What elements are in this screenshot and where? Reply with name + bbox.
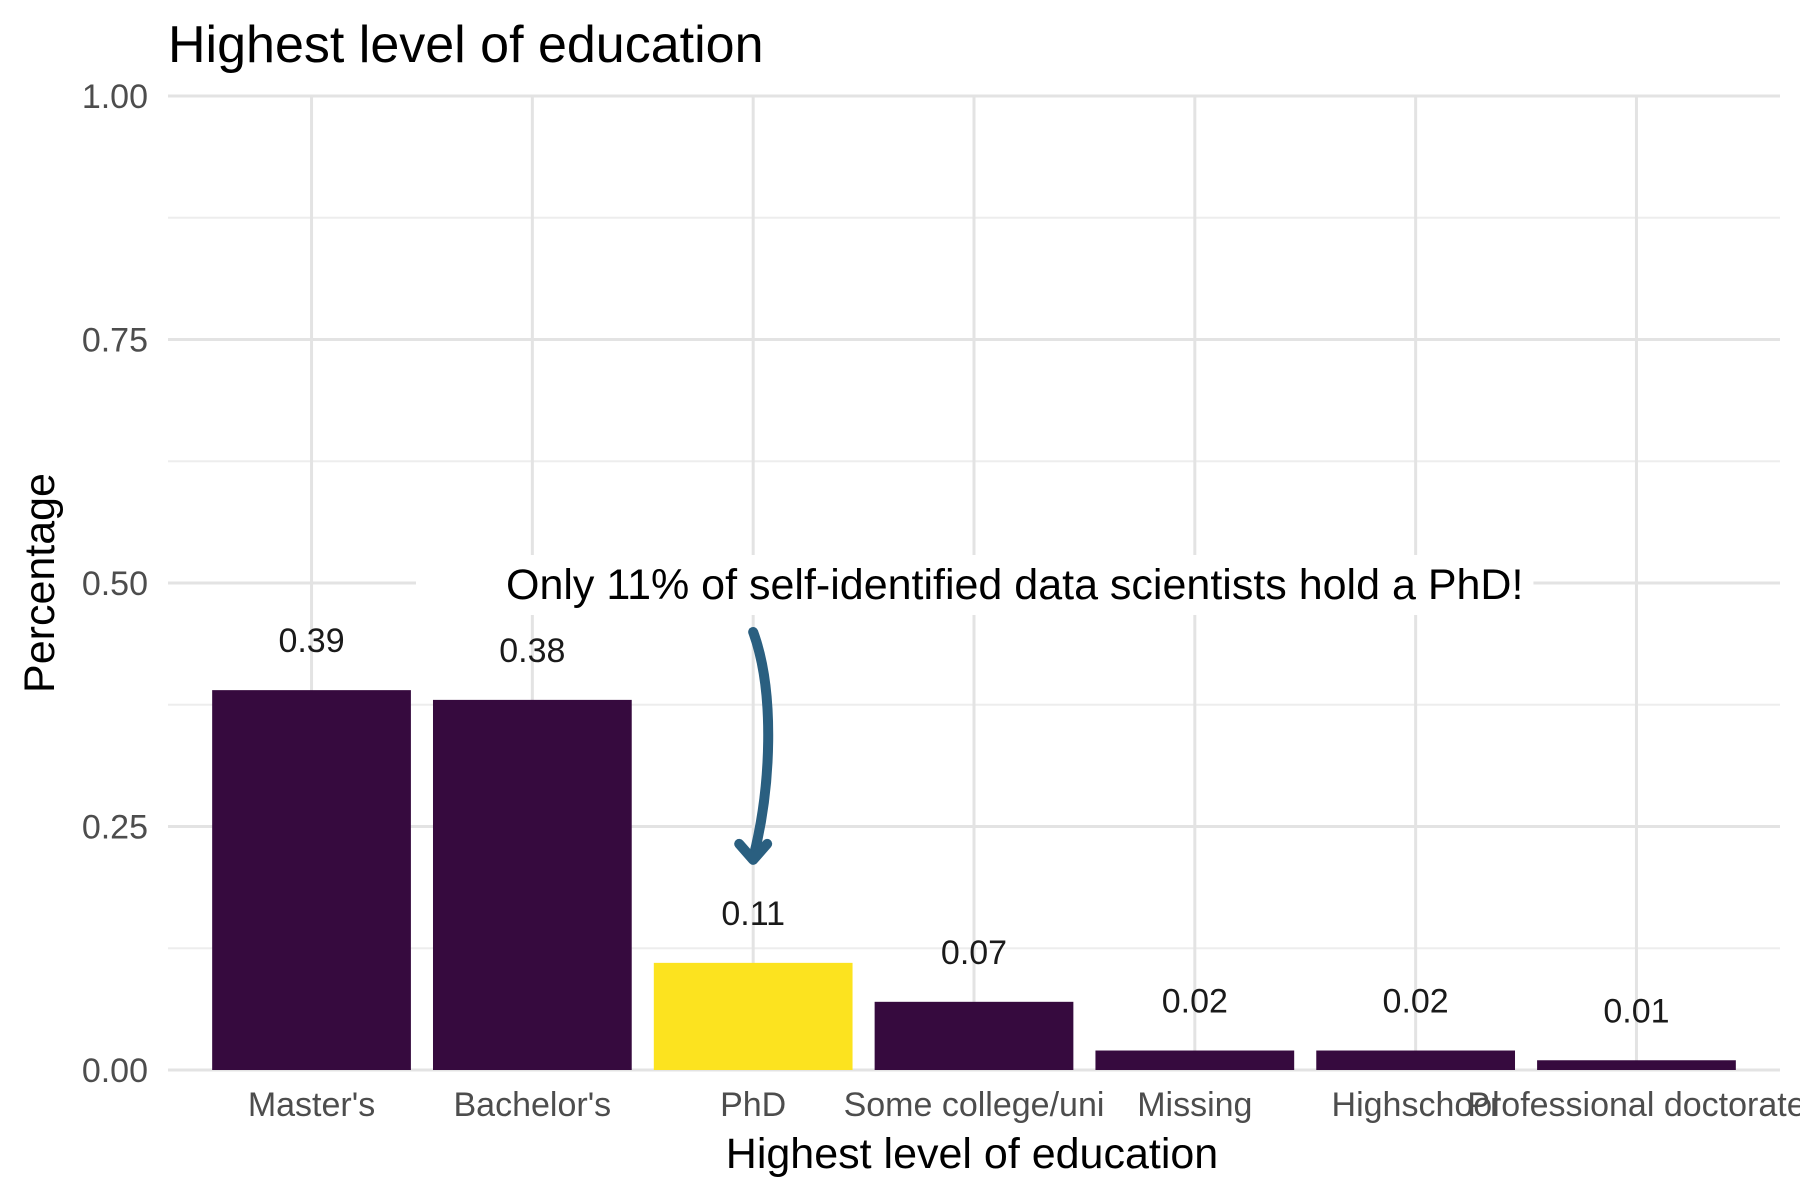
x-axis-title: Highest level of education [726, 1130, 1218, 1178]
x-tick-label: PhD [720, 1086, 786, 1124]
annotation-arrow [748, 627, 774, 863]
x-tick-label: Missing [1137, 1086, 1252, 1124]
annotation-background [416, 555, 1534, 615]
bar [212, 690, 411, 1070]
data-label: 0.07 [941, 934, 1007, 972]
y-tick-label: 1.00 [82, 78, 148, 116]
y-tick-label: 0.50 [82, 565, 148, 603]
chart-title: Highest level of education [168, 16, 764, 74]
bar [1537, 1060, 1736, 1070]
x-tick-label: Highschool [1332, 1086, 1500, 1124]
data-label: 0.11 [721, 895, 785, 933]
x-tick-label: Professional doctorate [1467, 1086, 1800, 1124]
bar [1095, 1050, 1295, 1070]
bar [1316, 1050, 1516, 1070]
annotation-text: Only 11% of self-identified data scienti… [506, 561, 1523, 609]
bars [212, 690, 1736, 1070]
labels: 0.00 0.25 0.50 0.75 1.00 0.39 Master's 0.38 Bach… [82, 78, 1800, 1124]
bar [874, 1001, 1074, 1070]
bar [653, 962, 853, 1070]
y-tick-label: 0.00 [82, 1052, 148, 1090]
data-label: 0.02 [1162, 983, 1228, 1021]
x-tick-label: Some college/uni [844, 1086, 1105, 1124]
y-axis-title: Percentage [16, 473, 64, 693]
y-tick-label: 0.75 [82, 322, 148, 360]
x-tick-label: Master's [248, 1086, 375, 1124]
arrow-head [734, 838, 773, 865]
data-label: 0.01 [1603, 992, 1669, 1030]
y-tick-label: 0.25 [82, 809, 148, 847]
x-tick-label: Bachelor's [454, 1086, 612, 1124]
data-label: 0.02 [1383, 983, 1449, 1021]
data-label: 0.38 [499, 632, 565, 670]
data-label: 0.39 [278, 622, 344, 660]
annotation: Only 11% of self-identified data scienti… [416, 555, 1534, 865]
bar [432, 699, 632, 1070]
